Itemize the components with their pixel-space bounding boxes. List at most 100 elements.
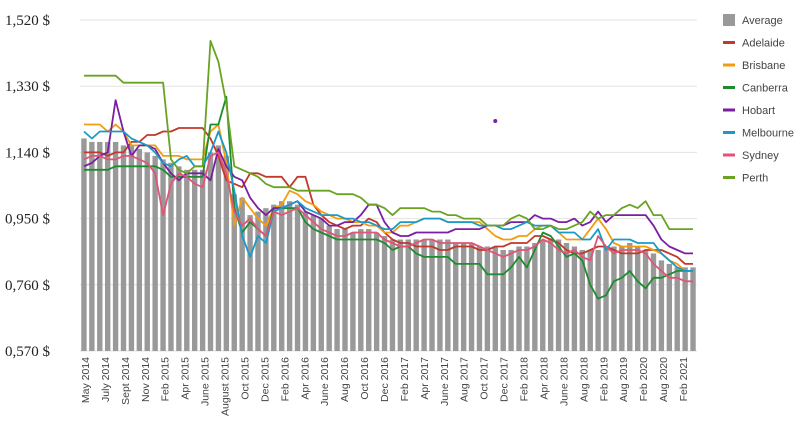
bar-average xyxy=(81,138,87,351)
bar-average xyxy=(302,211,309,351)
bar-average xyxy=(429,239,435,351)
bar-average xyxy=(437,239,443,351)
bar-average xyxy=(318,218,324,351)
bar-average xyxy=(271,204,277,351)
bar-average xyxy=(453,242,459,351)
series-line-hobart xyxy=(83,99,693,255)
bar-average xyxy=(168,162,174,351)
bar-average xyxy=(207,152,214,351)
y-axis: 1,520 $ 1,330 $ 1,140 $ 0,950 $ 0,760 $ 0,570… xyxy=(5,13,51,360)
series-line-melbourne xyxy=(83,130,693,272)
bar-average xyxy=(555,239,562,351)
legend-swatch-canberra xyxy=(723,86,735,89)
legend-swatch-hobart xyxy=(723,108,735,112)
bar-average xyxy=(484,246,491,351)
x-tick-label: Aug 2019 xyxy=(618,357,630,402)
bar-average xyxy=(112,141,119,351)
bar-average xyxy=(476,246,483,351)
bar-average xyxy=(532,242,538,351)
bar-average xyxy=(294,204,301,351)
bar-average xyxy=(366,229,372,351)
bar-average xyxy=(650,253,657,351)
bar-average xyxy=(492,246,498,351)
bar-average xyxy=(445,239,451,351)
y-tick-label: 1,330 $ xyxy=(5,79,51,95)
legend: Average Adelaide Brisbane Canberra Hobart Mel… xyxy=(723,14,794,185)
bar-average xyxy=(421,239,427,351)
bar-average xyxy=(192,169,198,351)
bar-average xyxy=(627,242,633,351)
x-tick-label: Aug 2018 xyxy=(578,357,590,402)
x-tick-label: Feb 2017 xyxy=(399,357,411,402)
x-tick-label: May 2014 xyxy=(80,357,92,403)
bar-average xyxy=(184,169,190,351)
bar-average xyxy=(239,197,245,351)
bar-average xyxy=(413,239,419,351)
bar-average xyxy=(500,249,506,351)
bar-average xyxy=(128,145,135,351)
bar-average xyxy=(666,263,673,351)
legend-label-canberra: Canberra xyxy=(742,83,789,95)
x-tick-label: Dec 2016 xyxy=(379,357,391,402)
bar-average xyxy=(160,159,166,351)
series-line-adelaide xyxy=(84,127,693,265)
bar-average xyxy=(405,239,411,351)
bar-average xyxy=(358,229,364,351)
bar-average xyxy=(373,232,380,351)
bar-average xyxy=(674,267,680,351)
bar-average xyxy=(397,239,404,351)
bar-average xyxy=(634,246,641,351)
series-line-canberra xyxy=(84,95,693,300)
x-tick-label: June 2015 xyxy=(200,357,212,406)
bar-average xyxy=(595,249,601,351)
series-line-perth xyxy=(84,40,693,231)
y-tick-label: 0,760 $ xyxy=(5,278,51,294)
bar-average xyxy=(563,242,570,351)
bar-average xyxy=(310,215,317,351)
bar-average xyxy=(342,229,348,351)
bar-average xyxy=(682,267,688,351)
legend-label-melbourne: Melbourne xyxy=(742,128,794,140)
bar-average xyxy=(587,249,593,351)
y-tick-label: 1,520 $ xyxy=(5,13,51,29)
bar-average xyxy=(460,242,467,351)
bar-average xyxy=(611,246,617,351)
x-tick-label: Oct 2015 xyxy=(239,357,251,400)
x-tick-label: Apr 2015 xyxy=(180,357,192,400)
x-tick-label: Oct 2017 xyxy=(479,357,491,400)
x-tick-label: Aug 2016 xyxy=(339,357,351,402)
bar-average xyxy=(279,201,285,351)
legend-swatch-adelaide xyxy=(723,41,735,44)
bar-average xyxy=(136,148,143,351)
bar-average xyxy=(152,155,158,351)
legend-swatch-average xyxy=(723,14,735,26)
legend-swatch-melbourne xyxy=(723,131,735,134)
bar-average xyxy=(231,194,237,351)
bar-average xyxy=(690,267,696,351)
legend-label-perth: Perth xyxy=(742,173,768,185)
bar-average xyxy=(389,239,396,351)
legend-label-brisbane: Brisbane xyxy=(742,60,785,72)
bar-average xyxy=(540,239,546,351)
bar-average xyxy=(223,155,230,351)
x-tick-label: Apr 2017 xyxy=(419,357,431,400)
x-tick-label: Feb 2015 xyxy=(160,357,172,402)
x-tick-label: Feb 2016 xyxy=(279,357,291,402)
bar-average xyxy=(508,249,514,351)
grid-lines xyxy=(80,19,697,352)
bar-average xyxy=(120,145,127,351)
x-tick-label: Aug 2020 xyxy=(658,357,670,402)
bar-average xyxy=(247,215,253,351)
x-axis: May 2014 July 2014 Sept 2014 Nov 2014 Feb 20… xyxy=(80,357,690,416)
bar-average xyxy=(89,141,95,351)
x-tick-label: July 2014 xyxy=(100,357,112,402)
x-tick-label: August 2015 xyxy=(220,357,232,416)
x-tick-label: June 2017 xyxy=(439,357,451,406)
bar-average xyxy=(334,229,340,351)
legend-label-hobart: Hobart xyxy=(742,105,775,117)
bar-average xyxy=(619,246,625,351)
bar-average xyxy=(603,246,609,351)
bar-average xyxy=(255,211,261,351)
y-tick-label: 1,140 $ xyxy=(5,145,51,161)
